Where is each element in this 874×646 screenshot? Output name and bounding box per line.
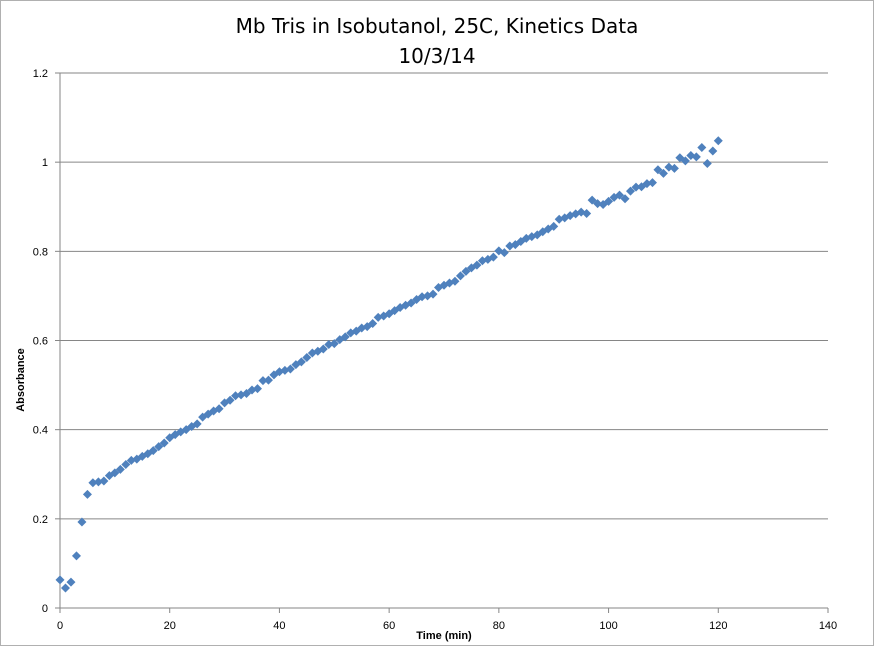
x-tick-label: 140: [819, 620, 837, 632]
x-tick-label: 100: [599, 620, 617, 632]
data-point: [159, 438, 169, 448]
data-point: [192, 419, 202, 429]
data-point: [702, 159, 712, 169]
gridlines: [60, 72, 828, 520]
data-point: [296, 357, 306, 367]
data-point: [680, 156, 690, 166]
data-point: [582, 208, 592, 218]
data-point: [708, 146, 718, 156]
data-point: [653, 165, 663, 175]
data-point: [148, 446, 158, 456]
data-point: [324, 340, 334, 350]
data-point: [417, 292, 427, 302]
data-point: [406, 298, 416, 308]
data-point: [461, 266, 471, 276]
data-point: [121, 459, 131, 469]
data-point: [488, 252, 498, 262]
y-tick-label: 1: [42, 157, 48, 169]
x-tick-labels: 0 20 40 60 80 100 120 140: [57, 620, 837, 632]
x-tick-label: 60: [383, 620, 395, 632]
data-point: [231, 391, 241, 401]
data-point: [110, 468, 120, 478]
data-point: [115, 464, 125, 474]
x-tick-label: 0: [57, 620, 63, 632]
data-point: [60, 583, 70, 593]
y-tick-label: 0: [42, 603, 48, 615]
y-tick-label: 1.2: [33, 68, 48, 80]
y-tick-label: 0.2: [33, 514, 48, 526]
data-point: [658, 168, 668, 178]
data-point: [82, 489, 92, 499]
data-points: [55, 136, 723, 593]
data-point: [604, 196, 614, 206]
data-point: [450, 276, 460, 286]
data-point: [691, 152, 701, 162]
chart-title: Mb Tris in Isobutanol, 25C, Kinetics Dat…: [235, 14, 639, 38]
y-tick-labels: 0 0.2 0.4 0.6 0.8 1 1.2: [33, 68, 48, 615]
data-point: [455, 271, 465, 281]
data-point: [225, 395, 235, 405]
data-point: [66, 577, 76, 587]
chart-subtitle: 10/3/14: [398, 44, 476, 68]
x-tick-label: 20: [164, 620, 176, 632]
data-point: [318, 344, 328, 354]
data-point: [93, 477, 103, 487]
data-point: [631, 182, 641, 192]
data-point: [55, 575, 65, 585]
axes: [55, 72, 829, 613]
y-tick-label: 0.6: [33, 336, 48, 348]
y-tick-label: 0.4: [33, 425, 48, 437]
x-axis-title: Time (min): [416, 630, 472, 642]
data-point: [549, 221, 559, 231]
data-point: [713, 136, 723, 146]
y-axis-title: Absorbance: [15, 348, 27, 412]
data-point: [620, 194, 630, 204]
data-point: [428, 289, 438, 299]
data-point: [642, 179, 652, 189]
x-tick-label: 40: [273, 620, 285, 632]
y-tick-label: 0.8: [33, 246, 48, 258]
data-point: [214, 404, 224, 414]
data-point: [99, 476, 109, 486]
data-point: [88, 478, 98, 488]
data-point: [615, 190, 625, 200]
data-point: [472, 260, 482, 270]
x-tick-label: 120: [709, 620, 727, 632]
data-point: [593, 199, 603, 209]
data-point: [340, 332, 350, 342]
data-point: [242, 389, 252, 399]
data-point: [626, 186, 636, 196]
x-tick-label: 80: [493, 620, 505, 632]
data-point: [285, 364, 295, 374]
data-point: [302, 352, 312, 362]
data-point: [252, 384, 262, 394]
data-point: [587, 195, 597, 205]
data-point: [263, 375, 273, 385]
data-point: [77, 517, 87, 527]
data-point: [154, 442, 164, 452]
data-point: [647, 178, 657, 188]
data-point: [499, 248, 509, 258]
data-point: [368, 319, 378, 329]
data-point: [258, 376, 268, 386]
data-point: [669, 163, 679, 173]
data-point: [697, 142, 707, 152]
data-point: [71, 551, 81, 561]
data-point: [329, 339, 339, 349]
